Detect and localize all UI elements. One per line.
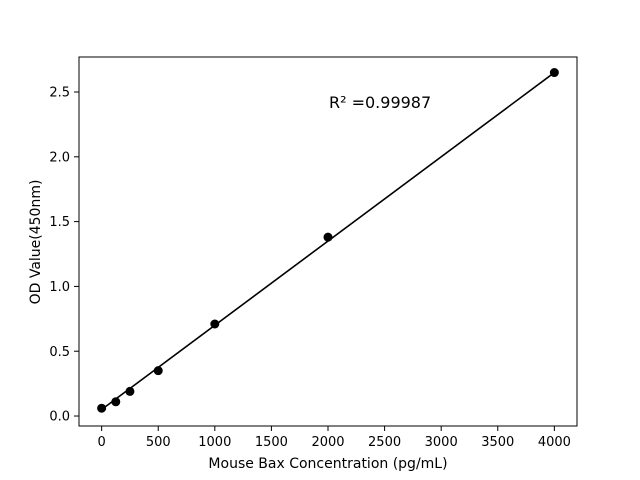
data-point — [549, 68, 559, 78]
x-axis-title: Mouse Bax Concentration (pg/mL) — [208, 456, 447, 472]
data-points — [97, 68, 559, 413]
y-tick-label: 2.0 — [49, 150, 70, 165]
x-tick-label: 1000 — [198, 435, 231, 450]
data-point — [323, 232, 333, 242]
y-tick-label: 0.0 — [49, 410, 70, 425]
data-point — [111, 397, 121, 407]
x-axis-ticks: 0 500 1000 1500 2000 2500 3000 3500 4000 — [97, 426, 571, 450]
x-tick-label: 500 — [146, 435, 171, 450]
y-tick-label: 1.0 — [49, 280, 70, 295]
data-point — [97, 403, 107, 413]
r-squared-annotation: R² =0.99987 — [329, 93, 431, 112]
y-axis-ticks: 0.0 0.5 1.0 1.5 2.0 2.5 — [49, 86, 79, 425]
data-point — [210, 319, 220, 329]
data-point — [153, 366, 163, 376]
y-tick-label: 1.5 — [49, 215, 70, 230]
x-tick-label: 3000 — [425, 435, 458, 450]
y-tick-label: 2.5 — [49, 86, 70, 101]
data-point — [125, 386, 135, 396]
x-tick-label: 2000 — [311, 435, 344, 450]
x-tick-label: 2500 — [368, 435, 401, 450]
x-tick-label: 1500 — [255, 435, 288, 450]
x-tick-label: 3500 — [481, 435, 514, 450]
x-tick-label: 4000 — [538, 435, 571, 450]
x-tick-label: 0 — [97, 435, 105, 450]
y-axis-title: OD Value(450nm) — [28, 180, 44, 305]
y-tick-label: 0.5 — [49, 345, 70, 360]
